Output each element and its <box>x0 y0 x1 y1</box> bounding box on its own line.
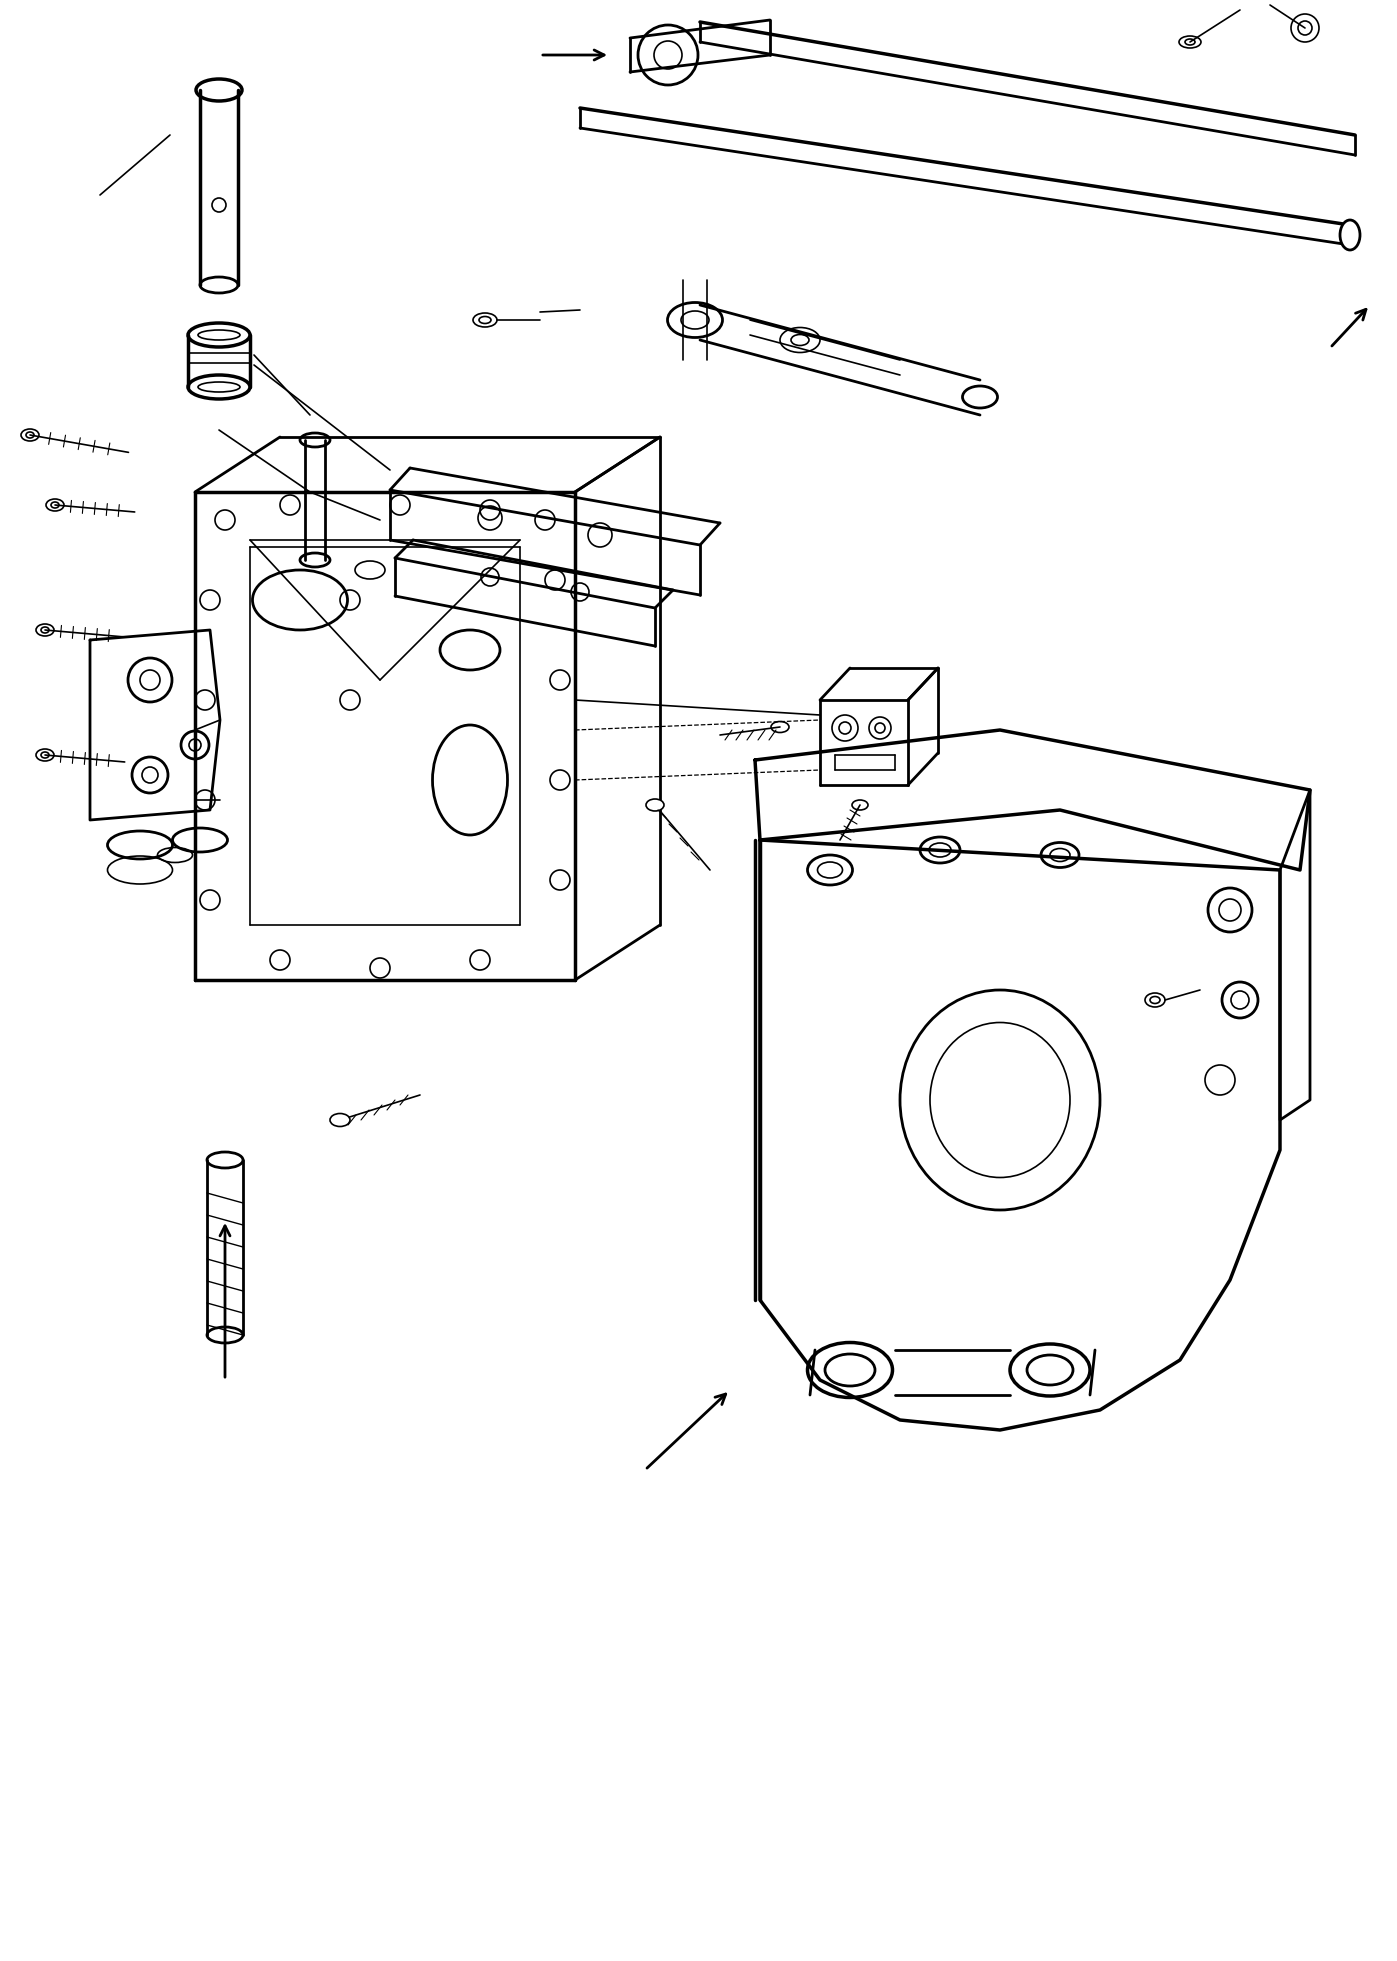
Ellipse shape <box>330 1114 351 1126</box>
Ellipse shape <box>1340 220 1361 249</box>
Ellipse shape <box>196 78 242 102</box>
Ellipse shape <box>645 798 664 812</box>
